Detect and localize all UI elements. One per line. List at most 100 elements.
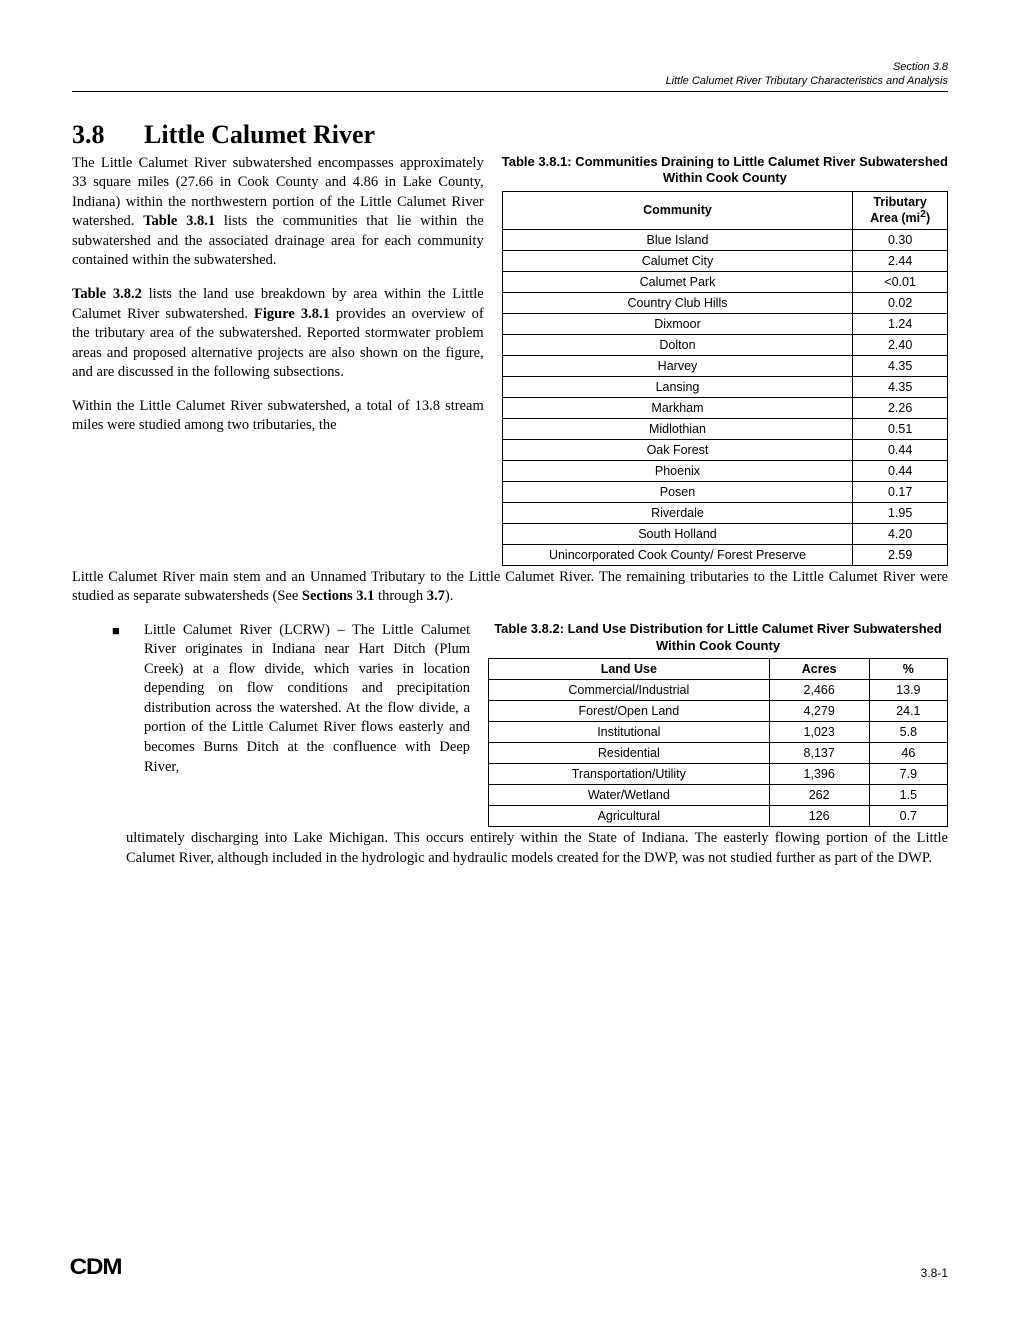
- table-cell: Phoenix: [502, 460, 853, 481]
- table1-caption: Table 3.8.1: Communities Draining to Lit…: [502, 154, 948, 188]
- table-cell: 0.44: [853, 460, 948, 481]
- table-cell: 7.9: [869, 764, 947, 785]
- table-cell: 0.30: [853, 229, 948, 250]
- table-cell: 1.95: [853, 502, 948, 523]
- table-cell: Transportation/Utility: [489, 764, 770, 785]
- section-number: 3.8: [72, 120, 144, 150]
- table-cell: 1.5: [869, 785, 947, 806]
- table-row: Unincorporated Cook County/ Forest Prese…: [502, 544, 947, 565]
- paragraph-3b: Little Calumet River main stem and an Un…: [72, 568, 948, 607]
- table-cell: Harvey: [502, 355, 853, 376]
- table-cell: 126: [769, 806, 869, 827]
- table-row: Phoenix0.44: [502, 460, 947, 481]
- left-column: The Little Calumet River subwatershed en…: [72, 154, 484, 436]
- table-cell: Lansing: [502, 376, 853, 397]
- table-cell: 0.17: [853, 481, 948, 502]
- page-header: Section 3.8 Little Calumet River Tributa…: [72, 60, 948, 92]
- table-cell: Dolton: [502, 334, 853, 355]
- paragraph-2: Table 3.8.2 lists the land use breakdown…: [72, 285, 484, 383]
- table-row: Harvey4.35: [502, 355, 947, 376]
- table-cell: 4.35: [853, 355, 948, 376]
- table-cell: 2.26: [853, 397, 948, 418]
- table-cell: 4,279: [769, 701, 869, 722]
- right-column: Table 3.8.1: Communities Draining to Lit…: [502, 154, 948, 566]
- bullet-block: ■ Little Calumet River (LCRW) – The Litt…: [112, 621, 948, 828]
- table-cell: Forest/Open Land: [489, 701, 770, 722]
- table-landuse: Land Use Acres % Commercial/Industrial2,…: [488, 658, 948, 827]
- table-cell: 2,466: [769, 680, 869, 701]
- table-cell: 8,137: [769, 743, 869, 764]
- page-number: 3.8-1: [921, 1266, 948, 1280]
- table-row: Transportation/Utility1,3967.9: [489, 764, 948, 785]
- table-cell: Posen: [502, 481, 853, 502]
- table2-col-landuse: Land Use: [489, 659, 770, 680]
- table-cell: Residential: [489, 743, 770, 764]
- table-cell: 5.8: [869, 722, 947, 743]
- table-cell: 0.02: [853, 292, 948, 313]
- table-row: Midlothian0.51: [502, 418, 947, 439]
- table-row: Agricultural1260.7: [489, 806, 948, 827]
- table-row: Forest/Open Land4,27924.1: [489, 701, 948, 722]
- table-cell: South Holland: [502, 523, 853, 544]
- table-row: Dolton2.40: [502, 334, 947, 355]
- table-row: Markham2.26: [502, 397, 947, 418]
- table-cell: Commercial/Industrial: [489, 680, 770, 701]
- table-cell: Midlothian: [502, 418, 853, 439]
- cdm-logo: CDM: [70, 1254, 122, 1280]
- table-row: Commercial/Industrial2,46613.9: [489, 680, 948, 701]
- table-cell: 1.24: [853, 313, 948, 334]
- bullet-right-table: Table 3.8.2: Land Use Distribution for L…: [488, 621, 948, 828]
- table1-header-row: Community TributaryArea (mi2): [502, 192, 947, 229]
- table-cell: 13.9: [869, 680, 947, 701]
- table-row: Calumet Park<0.01: [502, 271, 947, 292]
- header-title: Little Calumet River Tributary Character…: [666, 75, 948, 87]
- section-heading: 3.8Little Calumet River: [72, 120, 948, 150]
- table-cell: 1,396: [769, 764, 869, 785]
- table-row: Water/Wetland2621.5: [489, 785, 948, 806]
- table-cell: Unincorporated Cook County/ Forest Prese…: [502, 544, 853, 565]
- table-row: Riverdale1.95: [502, 502, 947, 523]
- table-cell: 0.7: [869, 806, 947, 827]
- table-cell: 262: [769, 785, 869, 806]
- table-cell: 0.44: [853, 439, 948, 460]
- table2-col-pct: %: [869, 659, 947, 680]
- table-cell: 4.35: [853, 376, 948, 397]
- bullet-continuation: ultimately discharging into Lake Michiga…: [126, 829, 948, 868]
- bullet-text-left: Little Calumet River (LCRW) – The Little…: [144, 621, 470, 778]
- table-cell: 2.44: [853, 250, 948, 271]
- table-cell: Markham: [502, 397, 853, 418]
- table-cell: 2.40: [853, 334, 948, 355]
- table1-col-area: TributaryArea (mi2): [853, 192, 948, 229]
- table-row: Posen0.17: [502, 481, 947, 502]
- table2-col-acres: Acres: [769, 659, 869, 680]
- table2-caption: Table 3.8.2: Land Use Distribution for L…: [488, 621, 948, 655]
- table-cell: Calumet City: [502, 250, 853, 271]
- table-row: Dixmoor1.24: [502, 313, 947, 334]
- table-cell: Dixmoor: [502, 313, 853, 334]
- table-cell: Oak Forest: [502, 439, 853, 460]
- table-row: Calumet City2.44: [502, 250, 947, 271]
- table-cell: Water/Wetland: [489, 785, 770, 806]
- table-cell: 24.1: [869, 701, 947, 722]
- upper-two-column: The Little Calumet River subwatershed en…: [72, 154, 948, 566]
- table-cell: 4.20: [853, 523, 948, 544]
- table-cell: Institutional: [489, 722, 770, 743]
- table-row: Country Club Hills0.02: [502, 292, 947, 313]
- section-title: Little Calumet River: [144, 120, 375, 149]
- table-row: Lansing4.35: [502, 376, 947, 397]
- table-cell: 2.59: [853, 544, 948, 565]
- bullet-marker: ■: [112, 621, 126, 639]
- table-cell: 0.51: [853, 418, 948, 439]
- paragraph-3a: Within the Little Calumet River subwater…: [72, 397, 484, 436]
- table2-header-row: Land Use Acres %: [489, 659, 948, 680]
- table-row: Residential8,13746: [489, 743, 948, 764]
- page-footer: CDM 3.8-1: [72, 1254, 948, 1280]
- table-cell: Calumet Park: [502, 271, 853, 292]
- table-row: Oak Forest0.44: [502, 439, 947, 460]
- table1-col-community: Community: [502, 192, 853, 229]
- table-cell: 46: [869, 743, 947, 764]
- table-cell: Country Club Hills: [502, 292, 853, 313]
- table-communities: Community TributaryArea (mi2) Blue Islan…: [502, 191, 948, 565]
- table-row: South Holland4.20: [502, 523, 947, 544]
- table-cell: Riverdale: [502, 502, 853, 523]
